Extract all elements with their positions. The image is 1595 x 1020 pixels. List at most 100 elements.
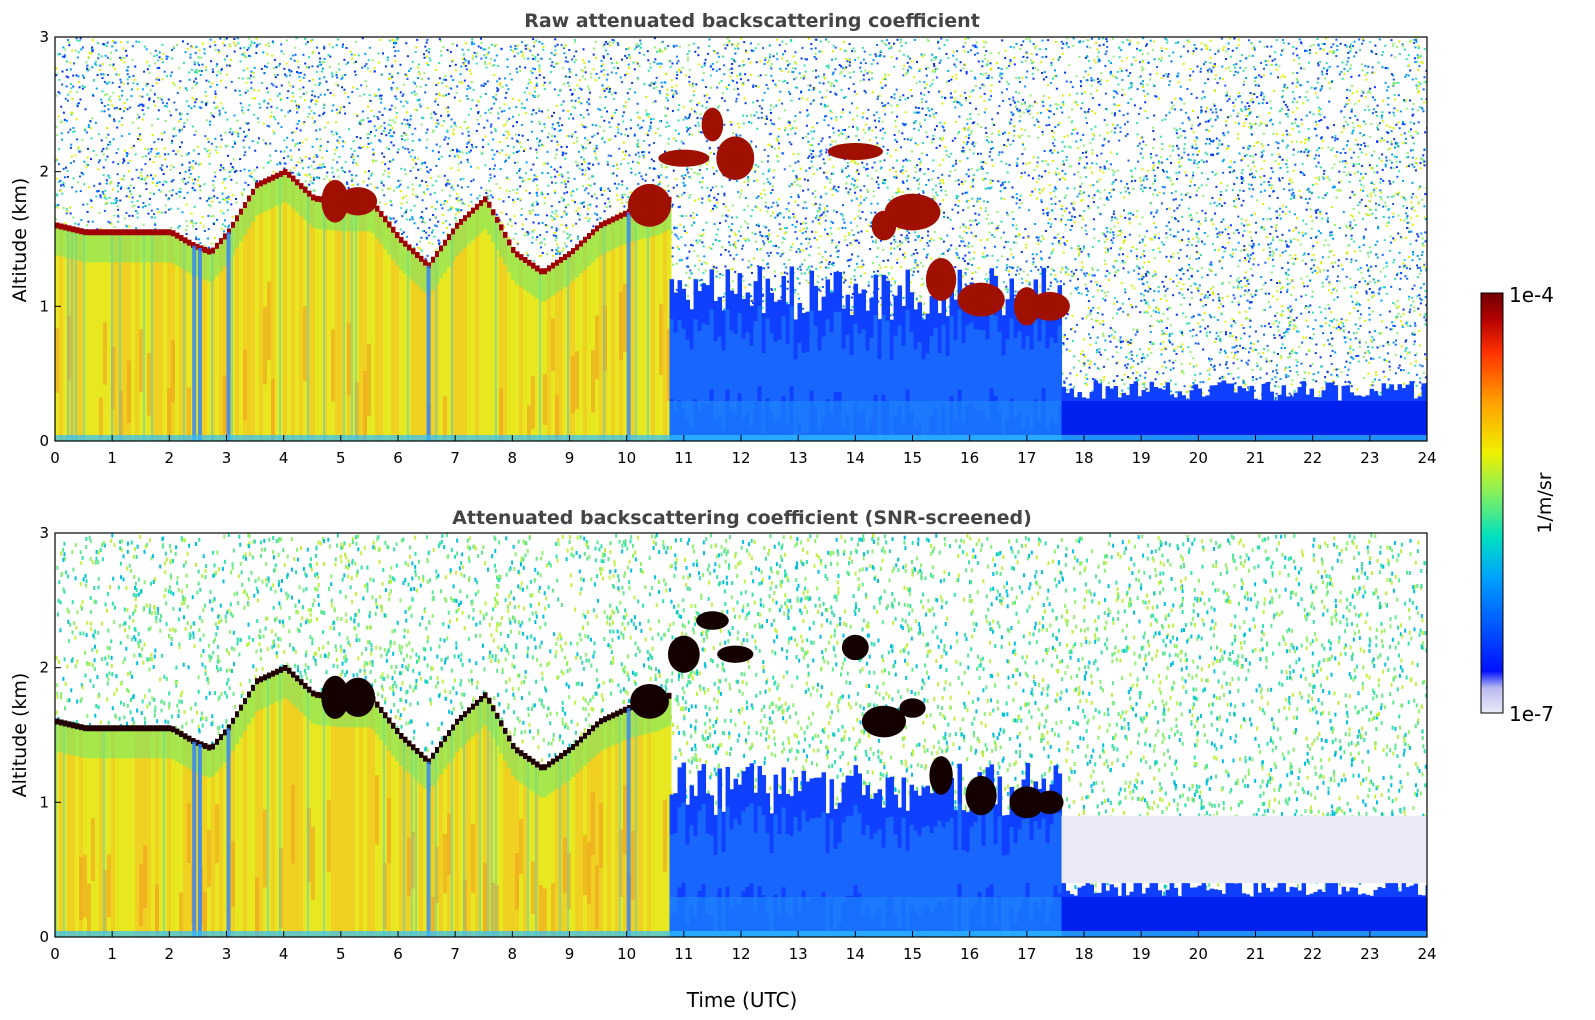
x-axis-label: Time (UTC) (686, 988, 798, 1012)
x-tick-label: 24 (1417, 449, 1436, 467)
panel-raw-title: Raw attenuated backscattering coefficien… (524, 10, 980, 32)
cloud-1 (340, 677, 376, 717)
x-tick-label: 7 (450, 945, 460, 963)
x-tick-label: 9 (565, 945, 575, 963)
x-tick-label: 9 (565, 449, 575, 467)
x-tick-label: 15 (903, 449, 922, 467)
x-tick-label: 17 (1017, 945, 1036, 963)
x-tick-label: 11 (674, 449, 693, 467)
x-tick-label: 15 (903, 945, 922, 963)
panel-screened-ticks: 0 1 2 3 4 5 6 7 8 9 10 11 12 13 14 15 16 17 18 19 20 21 22 23 24… (39, 524, 1436, 963)
x-tick-label: 0 (50, 945, 60, 963)
y-tick-label: 0 (39, 432, 49, 450)
x-tick-label: 2 (165, 945, 175, 963)
x-tick-label: 11 (674, 945, 693, 963)
x-tick-label: 5 (336, 449, 346, 467)
cloud-4 (696, 611, 729, 630)
y-tick-label: 0 (39, 928, 49, 946)
cloud-2 (630, 683, 669, 719)
x-tick-label: 6 (393, 449, 403, 467)
x-tick-label: 10 (617, 449, 636, 467)
x-tick-label: 12 (731, 449, 750, 467)
cloud-9 (929, 756, 953, 795)
cloud-8 (884, 193, 941, 231)
cloud-6 (827, 142, 883, 160)
x-tick-label: 18 (1074, 449, 1093, 467)
cloud-11 (1009, 786, 1045, 819)
x-tick-label: 22 (1303, 449, 1322, 467)
x-tick-label: 4 (279, 945, 289, 963)
colorbar: 1e-4 1e-7 1/m/sr (1480, 283, 1556, 726)
boundary-layer (55, 664, 672, 937)
cloud-9 (925, 257, 957, 301)
x-tick-label: 22 (1303, 945, 1322, 963)
panel-screened-plot (55, 533, 1427, 937)
x-tick-label: 5 (336, 945, 346, 963)
x-tick-label: 14 (846, 945, 865, 963)
cloud-5 (716, 136, 755, 180)
cloud-4 (701, 107, 724, 142)
x-tick-label: 10 (617, 945, 636, 963)
cloud-5 (717, 645, 754, 663)
x-tick-label: 1 (107, 449, 117, 467)
x-tick-label: 21 (1246, 449, 1265, 467)
cloud-features (321, 611, 1064, 819)
boundary-layer (55, 168, 672, 441)
x-tick-label: 2 (165, 449, 175, 467)
cloud-10 (965, 775, 997, 816)
x-tick-label: 12 (731, 945, 750, 963)
y-tick-label: 2 (39, 659, 49, 677)
x-tick-label: 17 (1017, 449, 1036, 467)
cloud-12 (1029, 291, 1070, 321)
cloud-7 (861, 705, 907, 738)
cloud-features (321, 107, 1070, 326)
panel-raw-ticks: 0 1 2 3 4 5 6 7 8 9 10 11 12 13 14 15 16 17 18 19 20 21 22 23 24… (39, 28, 1436, 467)
panel-raw: Raw attenuated backscattering coefficien… (9, 10, 1437, 467)
x-tick-label: 3 (222, 945, 232, 963)
cloud-1 (338, 187, 378, 216)
x-tick-label: 24 (1417, 945, 1436, 963)
panel-raw-ylabel: Altitude (km) (9, 178, 31, 303)
panel-screened-title: Attenuated backscattering coefficient (S… (452, 507, 1032, 529)
cloud-2 (627, 183, 672, 227)
x-tick-label: 4 (279, 449, 289, 467)
y-tick-label: 1 (39, 297, 49, 315)
x-tick-label: 20 (1189, 945, 1208, 963)
x-tick-label: 23 (1360, 449, 1379, 467)
cloud-0 (321, 179, 349, 223)
x-tick-label: 1 (107, 945, 117, 963)
cloud-10 (957, 282, 1005, 317)
x-tick-label: 23 (1360, 945, 1379, 963)
cloud-3 (658, 149, 710, 167)
cloud-0 (321, 675, 349, 719)
x-tick-label: 19 (1132, 449, 1151, 467)
x-tick-label: 14 (846, 449, 865, 467)
x-tick-label: 16 (960, 449, 979, 467)
cloud-12 (1035, 790, 1064, 815)
cloud-3 (667, 635, 700, 673)
x-tick-label: 13 (789, 945, 808, 963)
x-tick-label: 6 (393, 945, 403, 963)
colorbar-units-label: 1/m/sr (1534, 472, 1556, 533)
x-tick-label: 3 (222, 449, 232, 467)
x-tick-label: 16 (960, 945, 979, 963)
y-tick-label: 1 (39, 793, 49, 811)
panel-raw-plot (55, 37, 1427, 441)
x-tick-label: 18 (1074, 945, 1093, 963)
cloud-11 (1013, 287, 1040, 326)
colorbar-max-label: 1e-4 (1509, 283, 1554, 307)
colorbar-scale (1480, 292, 1504, 714)
clear-air-layer (669, 266, 1427, 441)
y-tick-label: 2 (39, 163, 49, 181)
colorbar-min-label: 1e-7 (1509, 702, 1554, 726)
x-tick-label: 7 (450, 449, 460, 467)
clear-air-layer (669, 762, 1427, 937)
x-tick-label: 19 (1132, 945, 1151, 963)
cloud-8 (899, 698, 926, 718)
y-tick-label: 3 (39, 28, 49, 46)
x-tick-label: 8 (508, 449, 518, 467)
x-tick-label: 20 (1189, 449, 1208, 467)
x-tick-label: 13 (789, 449, 808, 467)
panel-screened-ylabel: Altitude (km) (9, 673, 31, 798)
